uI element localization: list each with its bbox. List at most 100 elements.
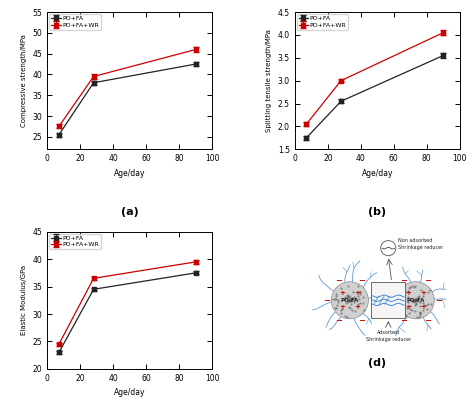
Point [346, 293, 353, 300]
Point [341, 294, 349, 301]
Point [402, 311, 410, 318]
Point [420, 302, 428, 308]
Point [410, 284, 418, 290]
Point [408, 298, 415, 304]
Text: −: − [424, 316, 431, 325]
Point [344, 283, 352, 290]
Circle shape [381, 241, 396, 256]
Text: −: − [323, 296, 330, 305]
Point [356, 289, 364, 296]
Point [333, 305, 340, 312]
Point [341, 296, 349, 302]
Text: +: + [340, 304, 346, 310]
Point [349, 297, 357, 303]
Text: (d): (d) [368, 358, 386, 368]
Point [409, 307, 416, 313]
Point [347, 296, 355, 302]
Point [346, 297, 354, 304]
Text: −: − [401, 275, 408, 285]
Point [346, 297, 354, 304]
Point [423, 306, 431, 312]
Point [410, 298, 418, 305]
Point [356, 289, 364, 296]
Point [416, 310, 424, 316]
Text: −: − [358, 275, 365, 285]
Point [419, 293, 427, 300]
Point [354, 303, 362, 310]
Point [405, 285, 413, 292]
Text: −: − [424, 275, 431, 285]
Point [344, 298, 352, 304]
Point [414, 294, 422, 301]
Point [343, 293, 350, 300]
Point [337, 310, 345, 316]
Point [345, 295, 353, 302]
Point [360, 307, 367, 313]
Text: −: − [335, 316, 342, 325]
Point [338, 306, 346, 312]
Point [359, 300, 367, 307]
Point [411, 302, 419, 309]
Point [345, 304, 352, 310]
Point [351, 294, 358, 301]
Point [333, 302, 340, 308]
Point [331, 296, 338, 302]
Text: −: − [436, 296, 443, 305]
Text: +: + [406, 304, 411, 310]
Point [412, 297, 420, 303]
Text: (a): (a) [121, 207, 139, 217]
Point [346, 305, 354, 311]
Point [412, 300, 420, 306]
Y-axis label: Elastic Modulus/GPa: Elastic Modulus/GPa [21, 265, 27, 335]
Point [402, 288, 410, 295]
Point [341, 312, 349, 319]
Text: PO-FA: PO-FA [407, 298, 425, 303]
Point [337, 285, 345, 292]
Point [346, 298, 354, 304]
Point [335, 297, 342, 303]
Point [404, 294, 411, 300]
Point [415, 293, 423, 300]
Legend: PO+FA, PO+FA+WR: PO+FA, PO+FA+WR [49, 14, 101, 30]
Legend: PO+FA, PO+FA+WR: PO+FA, PO+FA+WR [49, 233, 101, 249]
Point [347, 298, 355, 304]
Point [347, 294, 355, 301]
Point [428, 301, 435, 308]
Point [354, 292, 362, 299]
Point [410, 299, 418, 305]
Point [332, 305, 339, 311]
Point [414, 298, 421, 304]
Point [332, 291, 339, 297]
Point [348, 294, 356, 301]
Text: +: + [340, 290, 346, 296]
Point [346, 293, 353, 300]
Point [332, 296, 340, 302]
Text: −: − [358, 316, 365, 325]
Point [424, 301, 432, 308]
Text: Adsorbed
Shrinkage reducer: Adsorbed Shrinkage reducer [365, 330, 411, 342]
Point [348, 307, 356, 313]
Point [411, 297, 419, 304]
Point [329, 296, 337, 302]
Point [404, 299, 411, 305]
Point [349, 288, 356, 295]
Point [345, 293, 352, 299]
Point [356, 291, 364, 298]
Point [350, 299, 357, 306]
Point [343, 291, 350, 298]
Point [342, 300, 350, 306]
Point [352, 308, 359, 314]
Legend: PO+FA, PO+FA+WR: PO+FA, PO+FA+WR [297, 14, 348, 30]
X-axis label: Age/day: Age/day [114, 388, 146, 397]
Point [416, 302, 423, 309]
Point [416, 312, 424, 318]
Point [406, 284, 414, 290]
Point [410, 298, 418, 304]
Text: Non adsorbed
Shrinkage reducer: Non adsorbed Shrinkage reducer [398, 238, 443, 250]
Circle shape [331, 282, 368, 319]
Point [403, 305, 411, 311]
Point [412, 297, 419, 304]
X-axis label: Age/day: Age/day [362, 169, 393, 178]
Text: −: − [370, 296, 377, 305]
Point [347, 300, 355, 307]
